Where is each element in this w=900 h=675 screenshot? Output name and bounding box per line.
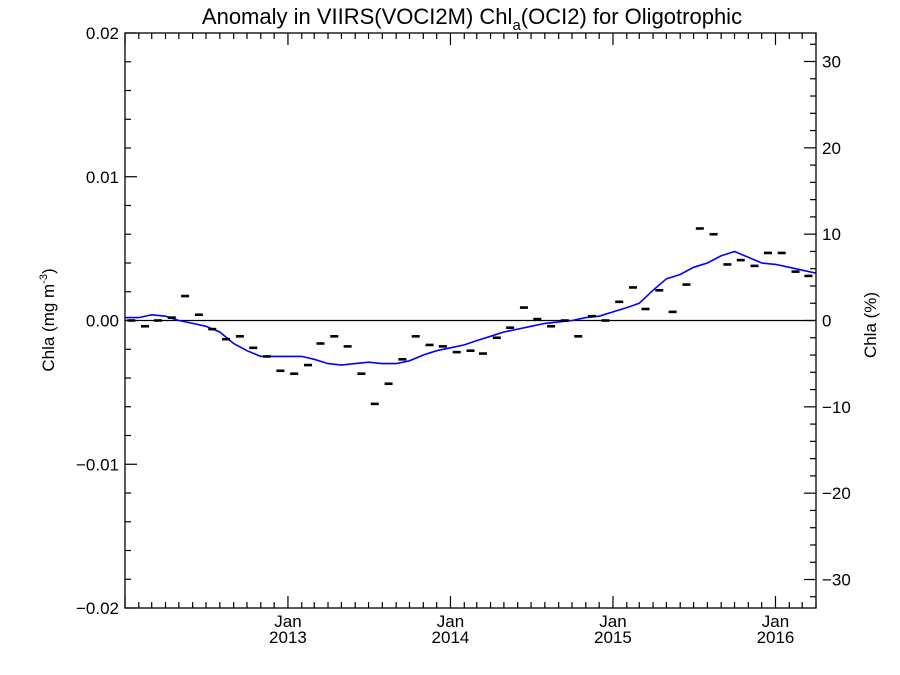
x-tick-label-year: 2013 bbox=[269, 628, 307, 647]
y-axis-left-ticks: 0.02 0.01 0.00 −0.01 −0.02 bbox=[76, 24, 137, 618]
monthly-anomaly-markers bbox=[127, 227, 813, 406]
y-tick-label-left: 0.01 bbox=[86, 168, 119, 187]
ylabel-left-superscript: -3 bbox=[38, 274, 50, 284]
y-tick-label-left: 0.02 bbox=[86, 24, 119, 43]
ylabel-left-tail: ) bbox=[39, 268, 58, 274]
plot-frame bbox=[124, 32, 817, 609]
y-tick-label-left: −0.01 bbox=[76, 455, 119, 474]
title-subscript: a bbox=[512, 17, 521, 34]
y-tick-label-right: −20 bbox=[822, 484, 851, 503]
y-axis-label-left: Chla (mg m-3) bbox=[38, 268, 58, 371]
smoothed-anomaly-line bbox=[125, 250, 817, 366]
y-axis-label-right: Chla (%) bbox=[861, 292, 880, 358]
y-tick-label-left: 0.00 bbox=[86, 312, 119, 331]
x-tick-label-month: Jan bbox=[274, 612, 301, 631]
x-tick-label-month: Jan bbox=[437, 612, 464, 631]
ylabel-left-main: Chla (mg m bbox=[39, 284, 58, 372]
x-tick-label-year: 2015 bbox=[594, 628, 632, 647]
y-tick-label-left: −0.02 bbox=[76, 599, 119, 618]
title-tail: (OCI2) for Oligotrophic bbox=[521, 4, 742, 29]
y-tick-label-right: −10 bbox=[822, 398, 851, 417]
x-tick-label-month: Jan bbox=[762, 612, 789, 631]
y-tick-label-right: 20 bbox=[822, 139, 841, 158]
y-tick-label-right: −30 bbox=[822, 571, 851, 590]
x-tick-label-month: Jan bbox=[599, 612, 626, 631]
y-tick-label-right: 0 bbox=[822, 312, 831, 331]
y-tick-label-right: 10 bbox=[822, 225, 841, 244]
title-main: Anomaly in VIIRS(VOCI2M) Chl bbox=[202, 4, 513, 29]
chart-title: Anomaly in VIIRS(VOCI2M) Chla(OCI2) for … bbox=[202, 4, 742, 34]
x-tick-label-year: 2014 bbox=[432, 628, 470, 647]
x-tick-label-year: 2016 bbox=[757, 628, 795, 647]
y-axis-right-ticks: 30 20 10 0 −10 −20 −30 bbox=[804, 43, 851, 598]
y-tick-label-right: 30 bbox=[822, 52, 841, 71]
